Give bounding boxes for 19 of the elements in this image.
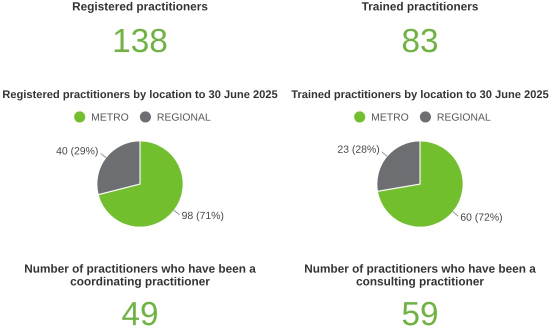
chart-title: Trained practitioners by location to 30 June 2025 (291, 90, 548, 100)
legend-label: METRO (372, 113, 408, 121)
text: 83 (402, 28, 438, 52)
text: 49 (122, 302, 157, 326)
text: 138 (114, 28, 166, 52)
text: Trained practitioners (362, 2, 478, 13)
text: Registered practitioners (72, 2, 208, 13)
chart-title: Registered practitioners by location to 30 June 2025 (3, 90, 278, 100)
data-label: 23 (28%) (338, 145, 380, 155)
text: 59 (402, 302, 437, 326)
legend-label: REGIONAL (158, 113, 210, 121)
data-label: 40 (29%) (56, 146, 98, 157)
text: Number of practitioners who have been a consulting practitioner (305, 264, 536, 288)
legend-label: METRO (92, 113, 128, 121)
legend-label: REGIONAL (438, 113, 490, 121)
text: Number of practitioners who have been a coordinating practitioner (25, 264, 256, 288)
data-label: 60 (72%) (460, 213, 502, 223)
pie-slice (98, 140, 184, 228)
data-label: 98 (71%) (182, 211, 224, 222)
